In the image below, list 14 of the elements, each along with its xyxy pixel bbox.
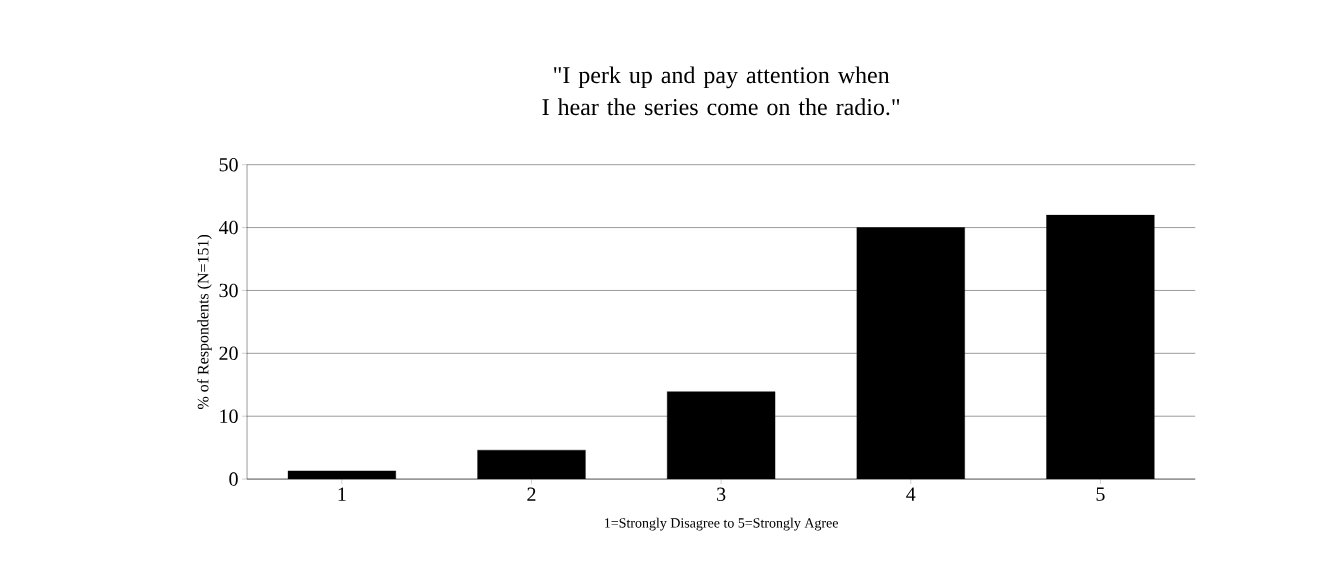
y-tick-label: 30 bbox=[219, 283, 238, 298]
x-tick-label: 3 bbox=[717, 487, 726, 502]
y-tick-label: 20 bbox=[219, 346, 238, 361]
x-tick-label: 2 bbox=[527, 487, 536, 501]
chart-title: "I perk up and pay attention when I hear the series come on the radio." bbox=[542, 66, 900, 116]
x-tick-label: 4 bbox=[906, 487, 916, 501]
y-tick-label: 10 bbox=[220, 409, 238, 423]
y-tick-label: 40 bbox=[218, 220, 238, 235]
y-axis-title: % of Respondents (N=151) bbox=[197, 234, 212, 410]
y-tick-label: 50 bbox=[219, 158, 238, 172]
y-tick-label: 0 bbox=[229, 472, 238, 486]
x-tick-label: 1 bbox=[338, 487, 346, 501]
x-axis-title: 1=Strongly Disagree to 5=Strongly Agree bbox=[605, 517, 838, 531]
x-tick-label: 5 bbox=[1096, 487, 1105, 501]
